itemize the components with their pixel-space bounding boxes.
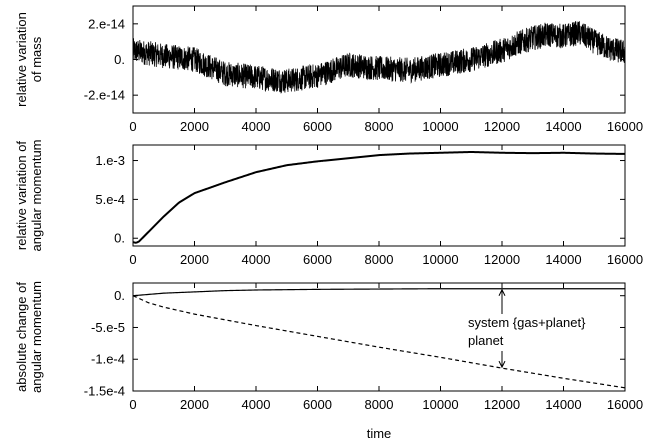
x-tick-label-1-4: 8000 [365,252,394,267]
x-tick-label-0-6: 12000 [484,119,520,134]
y-tick-label-1-1: 5.e-4 [95,192,125,207]
y-axis-label-0-1: of mass [29,36,44,82]
arrow-system-head [498,288,506,296]
x-tick-label-0-8: 16000 [607,119,643,134]
x-tick-label-1-7: 14000 [545,252,581,267]
x-tick-label-0-7: 14000 [545,119,581,134]
series-line-1-0 [133,150,625,244]
x-tick-label-2-2: 4000 [242,397,271,412]
plot-frame-2 [132,282,626,392]
x-tick-label-2-5: 10000 [422,397,458,412]
x-tick-label-1-1: 2000 [180,252,209,267]
x-tick-label-1-2: 4000 [242,252,271,267]
x-tick-label-1-6: 12000 [484,252,520,267]
x-tick-label-0-5: 10000 [422,119,458,134]
y-tick-label-1-2: 1.e-3 [95,153,125,168]
x-tick-label-0-2: 4000 [242,119,271,134]
y-tick-label-2-0: -1.5e-4 [84,384,125,399]
x-tick-label-2-1: 2000 [180,397,209,412]
y-tick-label-0-2: 2.e-14 [88,16,125,31]
x-tick-label-2-3: 6000 [303,397,332,412]
y-tick-label-0-0: -2.e-14 [84,88,125,103]
plot-frame-1 [132,144,626,247]
x-tick-label-2-4: 8000 [365,397,394,412]
y-axis-label-2-1: angular momentum [29,281,44,393]
x-tick-label-1-5: 10000 [422,252,458,267]
series-line-2-1 [133,295,625,389]
y-axis-label-0-0: relative variation [14,12,29,107]
x-tick-label-1-0: 0 [129,252,136,267]
x-tick-label-2-6: 12000 [484,397,520,412]
y-axis-label-1-1: angular momentum [29,140,44,252]
y-tick-label-2-1: -1.e-4 [91,352,125,367]
y-tick-label-2-3: 0. [114,288,125,303]
y-axis-label-1-0: relative variation of [14,141,29,250]
x-tick-label-2-7: 14000 [545,397,581,412]
series-line-0-0 [133,21,625,94]
x-tick-label-1-3: 6000 [303,252,332,267]
y-axis-label-2-0: absolute change of [14,282,29,392]
annotation-system: system {gas+planet} [468,315,586,330]
y-tick-label-0-1: 0. [114,52,125,67]
y-tick-label-1-0: 0. [114,231,125,246]
x-tick-label-1-8: 16000 [607,252,643,267]
x-tick-label-0-3: 6000 [303,119,332,134]
series-line-2-0 [133,288,625,297]
x-tick-label-0-0: 0 [129,119,136,134]
arrow-planet-head [498,360,506,369]
x-tick-label-2-8: 16000 [607,397,643,412]
x-axis-label-2: time [367,426,392,441]
x-tick-label-0-4: 8000 [365,119,394,134]
x-tick-label-0-1: 2000 [180,119,209,134]
annotation-planet: planet [468,333,504,348]
y-tick-label-2-2: -5.e-5 [91,320,125,335]
x-tick-label-2-0: 0 [129,397,136,412]
